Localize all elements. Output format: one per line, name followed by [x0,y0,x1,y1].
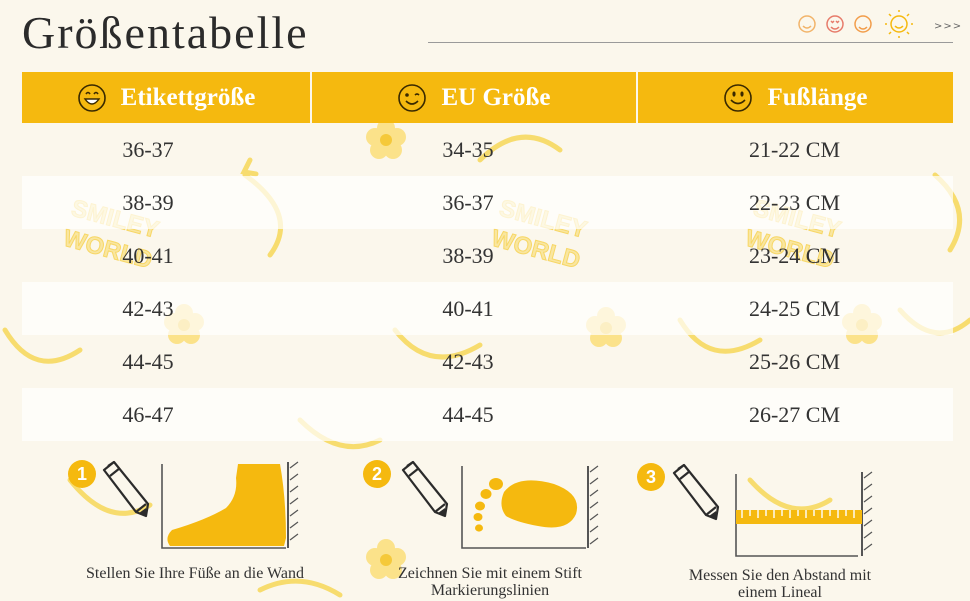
table-header: Etikettgröße EU Größe Fußlänge [22,72,953,123]
label-size-cell: 36-37 [122,136,174,162]
foot-length-cell: 24-25 CM [748,295,841,321]
eu-size-cell: 38-39 [442,242,494,268]
table-row: 36-37 34-35 21-22 CM [22,123,953,176]
column-header-foot-length: Fußlänge [636,72,953,123]
foot-length-cell: 23-24 CM [748,242,841,268]
eu-size-cell: 40-41 [442,295,494,321]
column-header-eu-size: EU Größe [310,72,636,123]
table-row: 44-45 42-43 25-26 CM [22,335,953,388]
table-row: 38-39 36-37 22-23 CM [22,176,953,229]
table-row: 46-47 44-45 26-27 CM [22,388,953,441]
column-header-text: EU Größe [441,83,551,111]
smiley-wink-icon [398,83,427,112]
foot-length-cell: 25-26 CM [748,348,841,374]
ruler-icon [735,471,873,557]
pencil-icon [672,463,720,521]
foot-length-cell: 22-23 CM [748,189,841,215]
pencil-icon [102,460,150,518]
column-header-text: Fußlänge [767,83,868,111]
sun-icon [885,10,913,38]
step-caption: Messen Sie den Abstand mit einem Lineal [665,567,895,601]
caption-line: Zeichnen Sie mit einem Stift [398,565,582,582]
caption-line: Messen Sie den Abstand mit [688,567,872,584]
star-eyes-icon [854,15,872,33]
label-size-cell: 40-41 [122,242,174,268]
page-title: Größentabelle [22,7,309,58]
eu-size-cell: 36-37 [442,189,494,215]
label-size-cell: 42-43 [122,295,174,321]
foot-length-cell: 26-27 CM [748,401,841,427]
label-size-cell: 46-47 [122,401,174,427]
label-size-cell: 38-39 [122,189,174,215]
step-caption: Zeichnen Sie mit einem Stift Markierungs… [370,565,610,599]
heart-eyes-icon [826,15,844,33]
title-divider [428,42,953,43]
column-header-text: Etikettgröße [120,83,256,111]
table-row: 42-43 40-41 24-25 CM [22,282,953,335]
foot-length-cell: 21-22 CM [748,136,841,162]
more-arrows: >>> [934,21,963,32]
step-number-badge: 3 [637,463,665,491]
column-header-label-size: Etikettgröße [22,72,310,123]
pencil-icon [401,460,449,518]
caption-line: Markierungslinien [430,582,550,599]
size-table: Etikettgröße EU Größe Fußlänge 36-37 34-… [22,72,953,441]
smiley-smile-icon [724,83,753,112]
step-caption: Stellen Sie Ihre Füße an die Wand [60,565,330,582]
eu-size-cell: 34-35 [442,136,494,162]
table-row: 40-41 38-39 23-24 CM [22,229,953,282]
step-number-badge: 2 [363,460,391,488]
footprint-icon [461,465,599,549]
caption-line: Stellen Sie Ihre Füße an die Wand [86,565,304,582]
eu-size-cell: 42-43 [442,348,494,374]
label-size-cell: 44-45 [122,348,174,374]
foot-against-wall-icon [161,461,299,549]
step-number-badge: 1 [68,460,96,488]
smiley-grin-icon [77,83,106,112]
smiley-icon [798,15,816,33]
caption-line: einem Lineal [738,584,822,601]
header-emoji-icons [798,10,913,38]
eu-size-cell: 44-45 [442,401,494,427]
